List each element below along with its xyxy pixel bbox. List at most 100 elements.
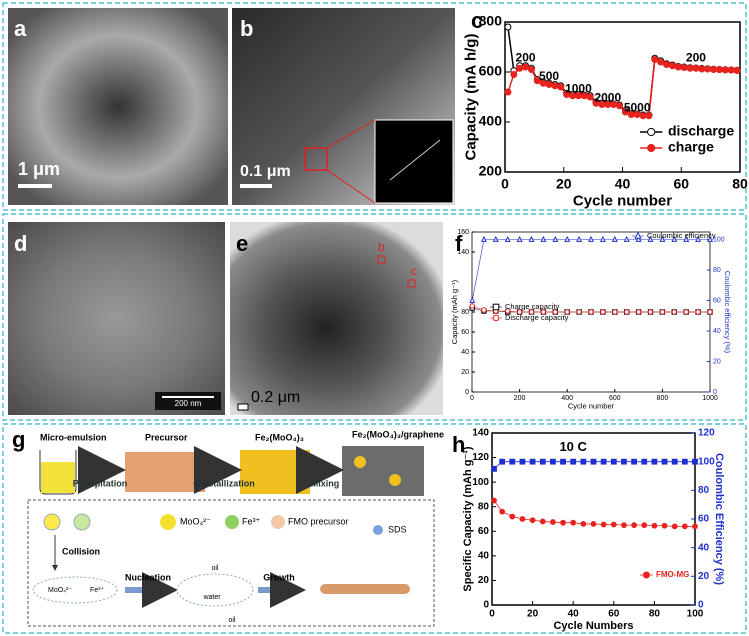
data-point — [469, 303, 475, 309]
y-tick-label: 100 — [472, 477, 489, 488]
data-point — [480, 235, 487, 242]
scale-bar — [237, 403, 249, 411]
panel-label: a — [14, 16, 27, 41]
legend-label: Charge capacity — [505, 302, 559, 311]
data-point — [599, 235, 606, 242]
data-point — [576, 309, 582, 315]
data-point — [661, 522, 668, 529]
data-point — [651, 56, 659, 63]
panel-label: f — [455, 231, 463, 256]
data-point — [645, 112, 653, 120]
data-point — [552, 309, 558, 315]
data-point — [651, 522, 658, 529]
data-point — [680, 64, 688, 71]
panel-label: h — [452, 432, 465, 457]
x-tick-label: 0 — [489, 609, 495, 620]
data-point — [564, 309, 570, 315]
data-point — [504, 23, 512, 31]
row-frame — [2, 2, 747, 211]
chart: 0 200 400 600 800 100002040608014016002040608… — [450, 229, 732, 411]
data-point — [659, 309, 666, 315]
legend-icon — [160, 514, 176, 530]
data-point — [564, 235, 571, 242]
zoom-box — [304, 147, 328, 171]
data-point — [580, 521, 587, 527]
y-tick-label: 400 — [479, 113, 503, 129]
series-line — [471, 239, 710, 301]
data-point — [612, 309, 618, 315]
data-point — [631, 458, 638, 465]
x-tick-label: 0 — [501, 175, 509, 191]
y2-tick-label: 80 — [698, 485, 710, 496]
legend-marker — [647, 127, 656, 137]
phase-label: water — [202, 594, 221, 601]
droplet — [176, 573, 254, 607]
y2-axis-label: Coulombic efficiency (%) — [723, 271, 732, 354]
stage-label: Micro-emulsion — [40, 432, 107, 442]
data-point — [671, 458, 678, 465]
data-point — [610, 521, 617, 528]
data-point — [587, 235, 595, 242]
data-point — [552, 235, 559, 242]
step-label: Crystallization — [193, 478, 255, 488]
zoom-line — [326, 169, 376, 204]
data-point — [710, 66, 718, 73]
x-tick-label: 20 — [556, 175, 572, 191]
particle — [389, 474, 401, 486]
y-axis-label: Specific Capacity (mAh g⁻¹) — [462, 446, 474, 592]
data-point — [550, 519, 556, 525]
x-tick-label: 800 — [657, 395, 669, 402]
data-point — [516, 309, 523, 315]
data-point — [668, 62, 676, 70]
data-point — [505, 308, 511, 314]
legend-marker — [634, 231, 642, 239]
x-tick-label: 40 — [615, 175, 631, 191]
legend-icon — [225, 515, 239, 529]
phase-label: oil — [228, 617, 235, 624]
x-tick-label: 80 — [649, 609, 661, 620]
data-point — [510, 71, 518, 78]
data-point — [631, 522, 637, 529]
data-point — [600, 309, 606, 315]
data-point — [616, 102, 624, 110]
annotation: 5000 — [624, 100, 651, 114]
y-tick-label: 800 — [479, 13, 503, 29]
data-point — [491, 497, 497, 504]
x-tick-label: 40 — [568, 609, 580, 620]
stage-label: Fe₂(MoO₄)₃/graphene — [352, 429, 444, 439]
data-point — [551, 82, 559, 90]
detail-frame — [27, 499, 435, 627]
y-tick-label: 80 — [478, 501, 490, 512]
data-point — [661, 458, 668, 465]
annotation: 200 — [516, 50, 536, 64]
y2-tick-label: 80 — [713, 267, 721, 274]
region-label: c — [411, 264, 417, 278]
data-point — [715, 66, 723, 73]
data-point — [504, 88, 512, 96]
data-point — [539, 518, 546, 525]
annotation: 500 — [539, 69, 559, 83]
chart: 0 20 40 60 80 200 400 600 800 Cycle number Capacit… — [462, 13, 748, 210]
data-point — [519, 458, 526, 465]
y-tick-label: 20 — [478, 575, 490, 586]
scale-label: 1 μm — [18, 159, 60, 179]
legend-label: FMO-MG — [656, 570, 689, 579]
data-point — [641, 458, 648, 465]
legend-label: Discharge capacity — [505, 313, 569, 322]
panel-label: d — [14, 231, 27, 256]
ion-label: MoO₄²⁻ — [48, 587, 72, 594]
data-point — [704, 65, 712, 73]
tem-image — [230, 222, 443, 415]
y-tick-label: 600 — [479, 63, 503, 79]
data-point — [519, 516, 526, 522]
data-point — [600, 521, 607, 528]
data-point — [683, 309, 689, 315]
legend-label: FMO precursor — [288, 516, 349, 526]
data-point — [621, 522, 627, 529]
y-tick-label: 0 — [465, 389, 469, 396]
data-point — [624, 309, 630, 315]
row-frame — [2, 213, 747, 421]
data-point — [663, 61, 671, 68]
y-tick-label: 200 — [479, 163, 503, 179]
data-point — [647, 309, 654, 315]
